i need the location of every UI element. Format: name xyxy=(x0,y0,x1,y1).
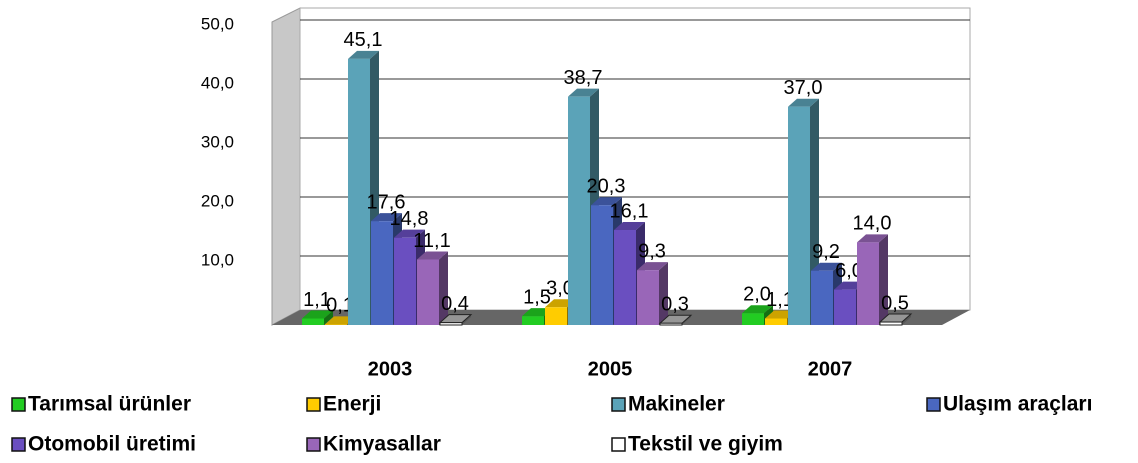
bar-top xyxy=(417,251,448,260)
bar xyxy=(659,322,683,326)
bar-side xyxy=(324,310,333,325)
value-label: 14,8 xyxy=(390,208,429,230)
bar xyxy=(302,318,324,325)
legend-marker xyxy=(11,397,26,412)
bar xyxy=(394,237,416,325)
y-tick-label: 30,0 xyxy=(201,132,234,151)
value-label: 3,0 xyxy=(546,278,574,300)
legend-label: Enerji xyxy=(323,393,381,416)
bar xyxy=(591,205,613,325)
value-label: 1,1 xyxy=(303,289,331,311)
legend-label: Ulaşım araçları xyxy=(943,393,1092,416)
value-label: 45,1 xyxy=(344,29,383,51)
bar xyxy=(879,321,903,326)
value-label: 0,4 xyxy=(441,293,469,315)
x-tick-label: 2003 xyxy=(368,358,413,380)
bar xyxy=(325,324,347,325)
value-label: 38,7 xyxy=(564,67,603,89)
value-label: 20,3 xyxy=(587,176,626,198)
x-tick-label: 2007 xyxy=(808,358,853,380)
x-tick-label: 2005 xyxy=(588,358,633,380)
bar xyxy=(857,242,879,325)
bar-top xyxy=(371,213,402,222)
legend-label: Otomobil üretimi xyxy=(28,433,196,456)
value-label: 0,1 xyxy=(326,295,354,317)
bar xyxy=(811,270,833,325)
value-label: 37,0 xyxy=(784,77,823,99)
value-label: 1,5 xyxy=(523,286,551,308)
bar-top xyxy=(811,262,842,271)
bar xyxy=(614,230,636,325)
bar-top xyxy=(394,229,425,238)
legend-label: Makineler xyxy=(628,393,725,416)
bar xyxy=(742,313,764,325)
bar-side xyxy=(879,234,888,325)
value-label: 2,0 xyxy=(743,283,771,305)
bar-side xyxy=(902,314,911,325)
bar xyxy=(834,289,856,325)
bar xyxy=(788,106,810,325)
legend-marker xyxy=(306,437,321,452)
legend-label: Kimyasallar xyxy=(323,433,441,456)
bar-top xyxy=(348,50,379,59)
bar-side xyxy=(439,251,448,325)
bar xyxy=(637,270,659,325)
legend-marker xyxy=(306,397,321,412)
bar-top xyxy=(857,234,888,243)
bar xyxy=(439,322,463,326)
legend-marker xyxy=(926,397,941,412)
bar-side xyxy=(659,262,668,325)
bar xyxy=(371,221,393,325)
value-label: 14,0 xyxy=(853,213,892,235)
value-label: 6,0 xyxy=(835,260,863,282)
value-label: 17,6 xyxy=(367,191,406,213)
bar-top xyxy=(591,197,622,206)
value-label: 11,1 xyxy=(413,230,450,252)
y-tick-label: 50,0 xyxy=(201,14,234,33)
y-tick-label: 40,0 xyxy=(201,73,234,92)
value-label: 9,3 xyxy=(638,240,666,262)
bar xyxy=(522,316,544,325)
bar-top xyxy=(637,262,668,271)
bar-top xyxy=(568,88,599,97)
bar xyxy=(417,259,439,325)
legend-marker xyxy=(611,397,626,412)
y-tick-label: 20,0 xyxy=(201,191,234,210)
value-label: 0,5 xyxy=(881,292,909,314)
bar-top xyxy=(788,98,819,107)
value-label: 9,2 xyxy=(812,241,840,263)
side-wall xyxy=(271,7,301,326)
bar xyxy=(568,96,590,325)
legend-marker xyxy=(11,437,26,452)
value-label: 1,1 xyxy=(766,289,794,311)
bar-top xyxy=(614,222,645,231)
bar xyxy=(765,318,787,325)
bar-top xyxy=(302,310,333,319)
bar xyxy=(545,307,567,325)
value-label: 16,1 xyxy=(610,200,649,222)
legend-marker xyxy=(611,437,626,452)
bar-top xyxy=(742,305,773,314)
y-tick-label: 10,0 xyxy=(201,250,234,269)
legend-label: Tarımsal ürünler xyxy=(28,393,191,416)
legend-label: Tekstil ve giyim xyxy=(628,433,783,456)
value-label: 0,3 xyxy=(661,294,689,316)
bar xyxy=(348,58,370,325)
